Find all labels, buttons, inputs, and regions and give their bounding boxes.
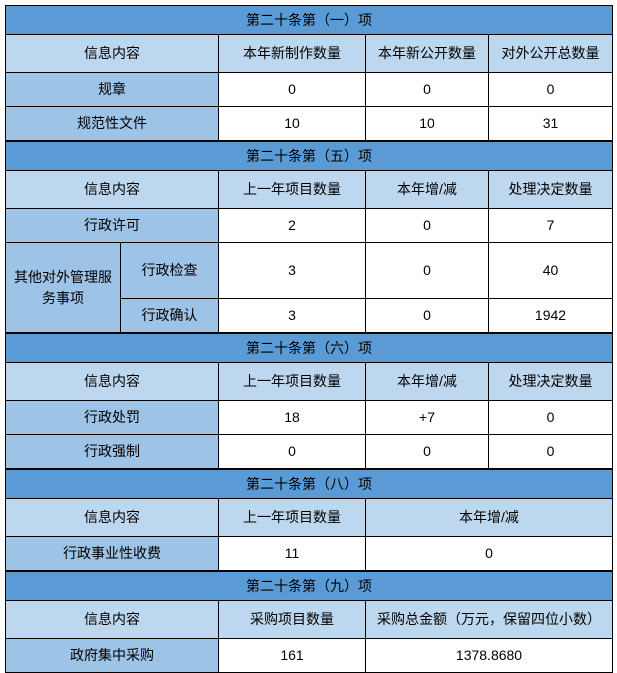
table-row: 政府集中采购 161 1378.8680 (5, 638, 613, 673)
value-cell: 161 (218, 638, 366, 673)
column-header: 信息内容 (5, 600, 219, 639)
table-row: 行政确认 3 0 1942 (6, 298, 613, 333)
value-cell: 0 (365, 242, 489, 299)
section-table: 第二十条第（一）项 信息内容 本年新制作数量 本年新公开数量 对外公开总数量 规章 0 0 0 规… (5, 5, 613, 141)
row-label: 行政检查 (120, 242, 219, 299)
column-header: 信息内容 (5, 498, 219, 537)
section-table: 第二十条第（九）项 信息内容 采购项目数量 采购总金额（万元，保留四位小数） 政府集中采… (5, 571, 613, 673)
column-header: 本年新公开数量 (365, 34, 489, 73)
value-cell: 0 (365, 536, 613, 571)
section-title-row: 第二十条第（六）项 (5, 333, 613, 363)
row-label: 行政确认 (120, 298, 219, 333)
value-cell: 0 (488, 400, 613, 435)
section-title: 第二十条第（一）项 (5, 5, 613, 35)
value-cell: 0 (365, 298, 489, 333)
value-cell: 0 (218, 434, 366, 469)
column-header-row: 信息内容 上一年项目数量 本年增/减 (5, 498, 613, 537)
value-cell: +7 (365, 400, 489, 435)
row-label: 规范性文件 (5, 106, 219, 141)
row-label: 行政处罚 (5, 400, 219, 435)
column-header: 上一年项目数量 (218, 498, 366, 537)
value-cell: 40 (488, 242, 613, 299)
value-cell: 0 (365, 208, 489, 243)
section-table: 第二十条第（八）项 信息内容 上一年项目数量 本年增/减 行政事业性收费 11 0 (5, 469, 613, 571)
column-header: 处理决定数量 (488, 170, 613, 209)
section-title-row: 第二十条第（九）项 (5, 571, 613, 601)
column-header: 本年增/减 (365, 498, 613, 537)
row-group-label: 其他对外管理服务事项 (5, 242, 121, 333)
section-title: 第二十条第（五）项 (5, 141, 613, 171)
row-label: 行政事业性收费 (5, 536, 219, 571)
table-row: 其他对外管理服务事项 行政检查 3 0 40 (5, 242, 613, 333)
value-cell: 1378.8680 (365, 638, 613, 673)
column-header: 信息内容 (5, 170, 219, 209)
value-cell: 18 (218, 400, 366, 435)
column-header-row: 信息内容 上一年项目数量 本年增/减 处理决定数量 (5, 362, 613, 401)
value-cell: 0 (365, 434, 489, 469)
column-header: 上一年项目数量 (218, 362, 366, 401)
column-header-row: 信息内容 采购项目数量 采购总金额（万元，保留四位小数） (5, 600, 613, 639)
column-header: 本年增/减 (365, 170, 489, 209)
column-header: 处理决定数量 (488, 362, 613, 401)
row-label: 规章 (5, 72, 219, 107)
section-title: 第二十条第（八）项 (5, 469, 613, 499)
value-cell: 7 (488, 208, 613, 243)
column-header: 采购项目数量 (218, 600, 366, 639)
table-row: 规范性文件 10 10 31 (5, 106, 613, 141)
section-title-row: 第二十条第（五）项 (5, 141, 613, 171)
value-cell: 10 (218, 106, 366, 141)
row-label: 政府集中采购 (5, 638, 219, 673)
section-title: 第二十条第（六）项 (5, 333, 613, 363)
value-cell: 0 (365, 72, 489, 107)
value-cell: 0 (488, 72, 613, 107)
value-cell: 10 (365, 106, 489, 141)
section-table: 第二十条第（五）项 信息内容 上一年项目数量 本年增/减 处理决定数量 行政许可 2 0 7 其他… (5, 141, 613, 333)
table-row: 行政事业性收费 11 0 (5, 536, 613, 571)
row-label: 行政强制 (5, 434, 219, 469)
table-row: 行政强制 0 0 0 (5, 434, 613, 469)
value-cell: 2 (218, 208, 366, 243)
value-cell: 3 (218, 298, 366, 333)
value-cell: 31 (488, 106, 613, 141)
section-title: 第二十条第（九）项 (5, 571, 613, 601)
section-table: 第二十条第（六）项 信息内容 上一年项目数量 本年增/减 处理决定数量 行政处罚 18 +7 0… (5, 333, 613, 469)
column-header-row: 信息内容 本年新制作数量 本年新公开数量 对外公开总数量 (5, 34, 613, 73)
value-cell: 11 (218, 536, 366, 571)
column-header: 信息内容 (5, 34, 219, 73)
column-header: 采购总金额（万元，保留四位小数） (365, 600, 613, 639)
column-header: 上一年项目数量 (218, 170, 366, 209)
column-header-row: 信息内容 上一年项目数量 本年增/减 处理决定数量 (5, 170, 613, 209)
column-header: 本年新制作数量 (218, 34, 366, 73)
column-header: 信息内容 (5, 362, 219, 401)
table-row: 规章 0 0 0 (5, 72, 613, 107)
value-cell: 0 (218, 72, 366, 107)
row-label: 行政许可 (5, 208, 219, 243)
table-row: 行政处罚 18 +7 0 (5, 400, 613, 435)
value-cell: 3 (218, 242, 366, 299)
value-cell: 0 (488, 434, 613, 469)
column-header: 本年增/减 (365, 362, 489, 401)
section-title-row: 第二十条第（一）项 (5, 5, 613, 35)
value-cell: 1942 (488, 298, 613, 333)
table-row: 行政许可 2 0 7 (5, 208, 613, 243)
section-title-row: 第二十条第（八）项 (5, 469, 613, 499)
column-header: 对外公开总数量 (488, 34, 613, 73)
